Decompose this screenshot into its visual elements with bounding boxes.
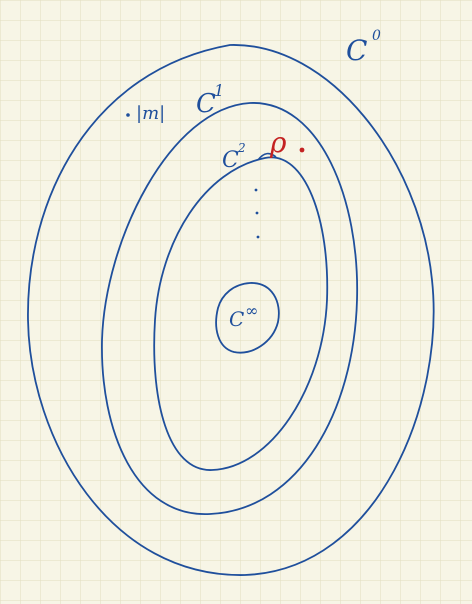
- point-rho: [299, 147, 305, 153]
- label-c0-sup: 0: [372, 28, 381, 44]
- label-c2: C: [222, 148, 239, 173]
- label-c0: C: [346, 34, 367, 67]
- region-c2-tick: [257, 152, 277, 161]
- label-c1: C: [196, 89, 216, 119]
- label-rho: ρ: [269, 126, 287, 159]
- region-c0-outline: [27, 44, 435, 576]
- label-c1-sup: 1: [214, 81, 224, 100]
- region-c2-outline: [153, 156, 329, 471]
- label-m: |m|: [136, 103, 165, 124]
- vertical-dots: [254, 188, 260, 239]
- label-c2-sup: 2: [237, 141, 246, 155]
- region-cinf-outline: [215, 282, 280, 354]
- region-c1-outline: [101, 102, 358, 515]
- label-cinf: C: [229, 307, 244, 331]
- label-cinf-sup: ∞: [245, 301, 258, 320]
- point-m: [126, 113, 130, 117]
